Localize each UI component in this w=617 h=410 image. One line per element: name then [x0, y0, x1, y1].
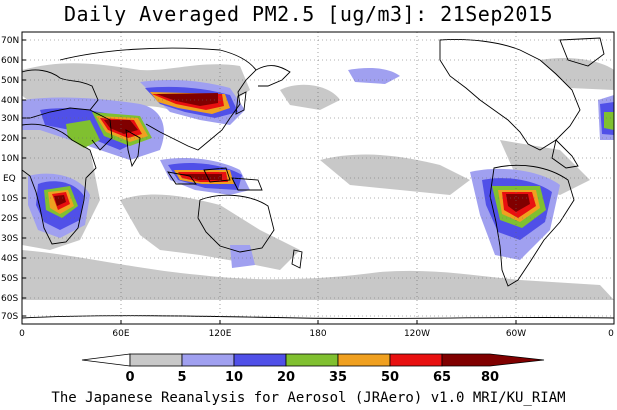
map-title: Daily Averaged PM2.5 [ug/m3]: 21Sep2015 — [63, 2, 554, 26]
colorbar-segment — [337, 353, 391, 367]
colorbar-label: 50 — [381, 370, 399, 385]
lat-label: EQ — [3, 174, 16, 184]
lon-label: 60E — [112, 329, 129, 339]
colorbar-segment — [233, 353, 287, 367]
lat-label: 30N — [1, 114, 19, 124]
lat-label: 20N — [1, 134, 19, 144]
map-gridlines — [22, 32, 614, 324]
colorbar-segment — [181, 353, 235, 367]
colorbar-label: 20 — [277, 370, 295, 385]
lon-label: 120E — [209, 329, 232, 339]
lon-label: 0 — [19, 329, 25, 339]
lat-label: 50N — [1, 76, 19, 86]
lon-label: 180 — [309, 329, 326, 339]
lat-label: 10N — [1, 154, 19, 164]
pm25-level-above-80-regions — [54, 93, 530, 212]
footer-credit: The Japanese Reanalysis for Aerosol (JRA… — [51, 390, 566, 406]
lon-tick-marks — [120, 320, 517, 324]
lat-label: 40S — [1, 254, 18, 264]
lat-label: 10S — [1, 194, 18, 204]
colorbar-label: 5 — [177, 370, 186, 385]
pm25-level-5-10-regions — [22, 58, 614, 300]
colorbar-segment — [285, 353, 339, 367]
colorbar-labels: 0 5 10 20 35 50 65 80 — [125, 370, 499, 385]
colorbar-segment — [81, 353, 131, 367]
lon-label: 0 — [608, 329, 614, 339]
colorbar-label: 65 — [433, 370, 451, 385]
lat-label: 50S — [1, 274, 18, 284]
lon-label: 60W — [506, 329, 526, 339]
lat-label: 40N — [1, 96, 19, 106]
lat-label: 70S — [1, 312, 18, 322]
colorbar-label: 80 — [481, 370, 499, 385]
colorbar-label: 35 — [329, 370, 347, 385]
lat-label: 30S — [1, 234, 18, 244]
lon-label: 120W — [404, 329, 430, 339]
lon-tick-labels: 0 60E 120E 180 120W 60W 0 — [19, 329, 614, 339]
colorbar-segment — [129, 353, 183, 367]
lat-tick-labels: 70N 60N 50N 40N 30N 20N 10N EQ 10S 20S 3… — [1, 36, 19, 322]
lat-label: 70N — [1, 36, 19, 46]
lat-label: 60N — [1, 56, 19, 66]
lat-label: 20S — [1, 214, 18, 224]
colorbar-label: 0 — [125, 370, 134, 385]
coastlines — [21, 37, 615, 320]
colorbar-label: 10 — [225, 370, 243, 385]
lat-tick-marks — [22, 39, 26, 317]
colorbar-segment — [389, 353, 443, 367]
colorbar — [81, 353, 545, 367]
lat-label: 60S — [1, 294, 18, 304]
colorbar-segment — [441, 353, 545, 367]
